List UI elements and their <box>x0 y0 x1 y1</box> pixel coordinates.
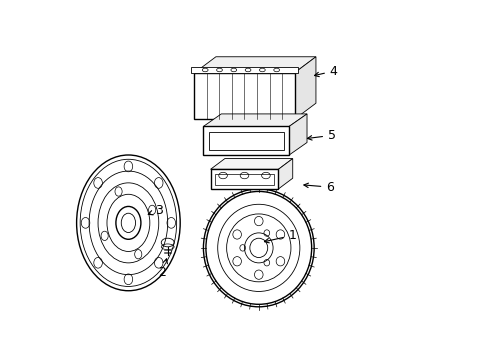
Ellipse shape <box>77 155 180 291</box>
Text: 2: 2 <box>158 259 167 279</box>
Polygon shape <box>294 57 315 119</box>
Polygon shape <box>210 158 292 169</box>
Polygon shape <box>278 158 292 189</box>
Ellipse shape <box>203 189 313 307</box>
Polygon shape <box>288 114 306 155</box>
Text: 6: 6 <box>303 181 333 194</box>
Polygon shape <box>194 73 294 119</box>
Text: 5: 5 <box>307 129 335 142</box>
Text: 3: 3 <box>148 204 163 217</box>
Polygon shape <box>194 57 315 73</box>
Polygon shape <box>210 169 278 189</box>
Text: 1: 1 <box>264 229 296 243</box>
Polygon shape <box>203 126 288 155</box>
Text: 4: 4 <box>314 64 337 77</box>
Polygon shape <box>203 114 306 126</box>
Polygon shape <box>190 67 298 73</box>
